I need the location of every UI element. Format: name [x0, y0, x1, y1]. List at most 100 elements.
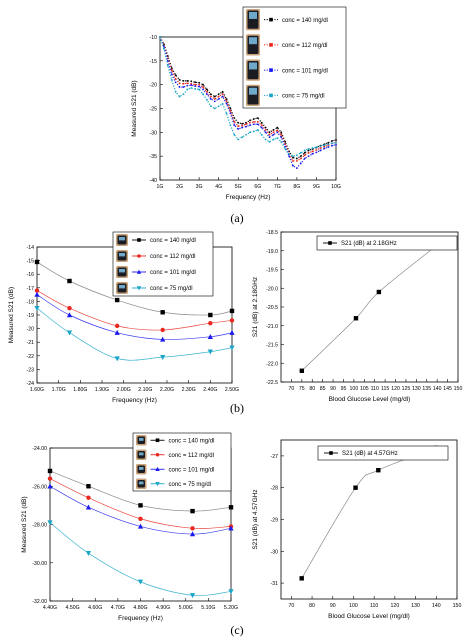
x-tick-label: 2.00G: [117, 387, 131, 393]
x-tick-label: 140: [433, 386, 442, 392]
data-point: [292, 156, 294, 159]
legend-label: conc = 75 mg/dl: [150, 286, 193, 292]
data-point: [194, 85, 197, 87]
data-point: [260, 133, 263, 136]
legend-box: [317, 445, 449, 461]
data-point: [213, 98, 216, 100]
y-tick-label: -22.5: [266, 380, 278, 386]
y-tick-label: -29: [271, 518, 279, 524]
data-point: [208, 312, 213, 318]
data-point: [241, 122, 244, 125]
data-point: [303, 149, 306, 152]
data-point: [202, 88, 204, 91]
data-point: [295, 167, 298, 169]
data-point: [272, 138, 275, 141]
data-point: [327, 146, 330, 149]
x-tick-label: 2.50G: [225, 387, 239, 393]
data-point: [299, 157, 302, 160]
y-tick-label: -24.00: [32, 446, 47, 452]
data-point: [217, 93, 220, 96]
data-point: [66, 312, 73, 318]
legend-marker: [328, 241, 332, 245]
data-point: [34, 306, 40, 311]
data-point: [307, 151, 310, 154]
data-point: [221, 93, 224, 96]
data-point: [137, 523, 144, 529]
legend-marker: [137, 238, 141, 242]
glucometer-icon: [246, 34, 260, 56]
data-point: [256, 129, 259, 131]
y-tick-label: -21.0: [266, 324, 278, 330]
y-tick-label: -20: [150, 83, 158, 89]
data-point: [288, 155, 290, 158]
x-tick-label: 150: [454, 386, 463, 392]
y-tick-label: -28.00: [32, 523, 47, 529]
data-point: [245, 133, 247, 136]
series-line-0: [159, 36, 337, 160]
data-point: [260, 126, 263, 129]
x-tick-label: 130: [411, 603, 420, 609]
data-point: [299, 151, 302, 154]
data-point: [284, 140, 287, 143]
x-tick-label: 2.30G: [182, 387, 196, 393]
data-point: [174, 74, 177, 77]
y-axis-label: Measured S21 (dB): [8, 287, 15, 343]
x-tick-label: 70: [289, 386, 295, 392]
x-tick-label: 120: [391, 603, 400, 609]
x-tick-label: 4.80G: [133, 605, 147, 611]
data-point: [174, 90, 177, 93]
data-point: [241, 126, 244, 129]
legend-marker: [136, 269, 142, 274]
y-tick-label: -32.00: [32, 599, 47, 605]
data-point: [47, 520, 53, 526]
x-tick-label: 95: [341, 386, 347, 392]
data-point: [186, 79, 189, 82]
x-tick-label: 120: [391, 386, 400, 392]
data-point: [178, 82, 181, 85]
glucometer-icon-screen: [249, 12, 257, 19]
data-point: [47, 468, 53, 474]
legend-marker: [269, 93, 273, 98]
x-tick-label: 100: [349, 603, 358, 609]
data-point: [280, 131, 283, 134]
legend: conc = 140 mg/dl conc = 112 mg/dl conc = 1…: [112, 231, 214, 297]
x-axis-label: Blood Glucose Level (mg/dl): [329, 396, 411, 403]
panel-label-c: (c): [230, 623, 243, 637]
data-point: [237, 121, 240, 124]
data-point: [67, 278, 72, 284]
data-point: [280, 140, 283, 143]
data-point: [213, 100, 216, 103]
series-line-0: [36, 261, 233, 316]
legend-label: conc = 112 mg/dl: [169, 453, 214, 459]
legend: S21 (dB) at 4.57GHz: [317, 445, 449, 461]
x-tick-label: 3G: [196, 184, 203, 190]
data-point: [299, 576, 304, 581]
data-point: [206, 88, 208, 91]
data-point: [295, 157, 298, 160]
data-point: [299, 162, 302, 165]
data-point: [264, 131, 267, 134]
data-point: [160, 327, 165, 333]
data-point: [207, 349, 213, 355]
y-tick-label: -15: [27, 259, 35, 265]
data-point: [160, 354, 166, 360]
data-point: [225, 100, 228, 103]
data-point: [213, 107, 216, 110]
data-point: [182, 86, 185, 88]
data-point: [331, 144, 333, 147]
series-line-0: [301, 244, 438, 372]
data-point: [249, 124, 251, 127]
data-point: [264, 126, 267, 129]
data-point: [190, 82, 193, 85]
data-point: [170, 79, 173, 81]
x-tick-label: 7G: [274, 184, 281, 190]
data-point: [186, 82, 189, 85]
data-point: [138, 516, 143, 521]
data-point: [272, 129, 275, 131]
legend-box: [242, 6, 347, 109]
data-point: [237, 125, 240, 128]
data-point: [174, 78, 177, 80]
series-line-3: [159, 36, 337, 157]
data-point: [252, 123, 255, 126]
